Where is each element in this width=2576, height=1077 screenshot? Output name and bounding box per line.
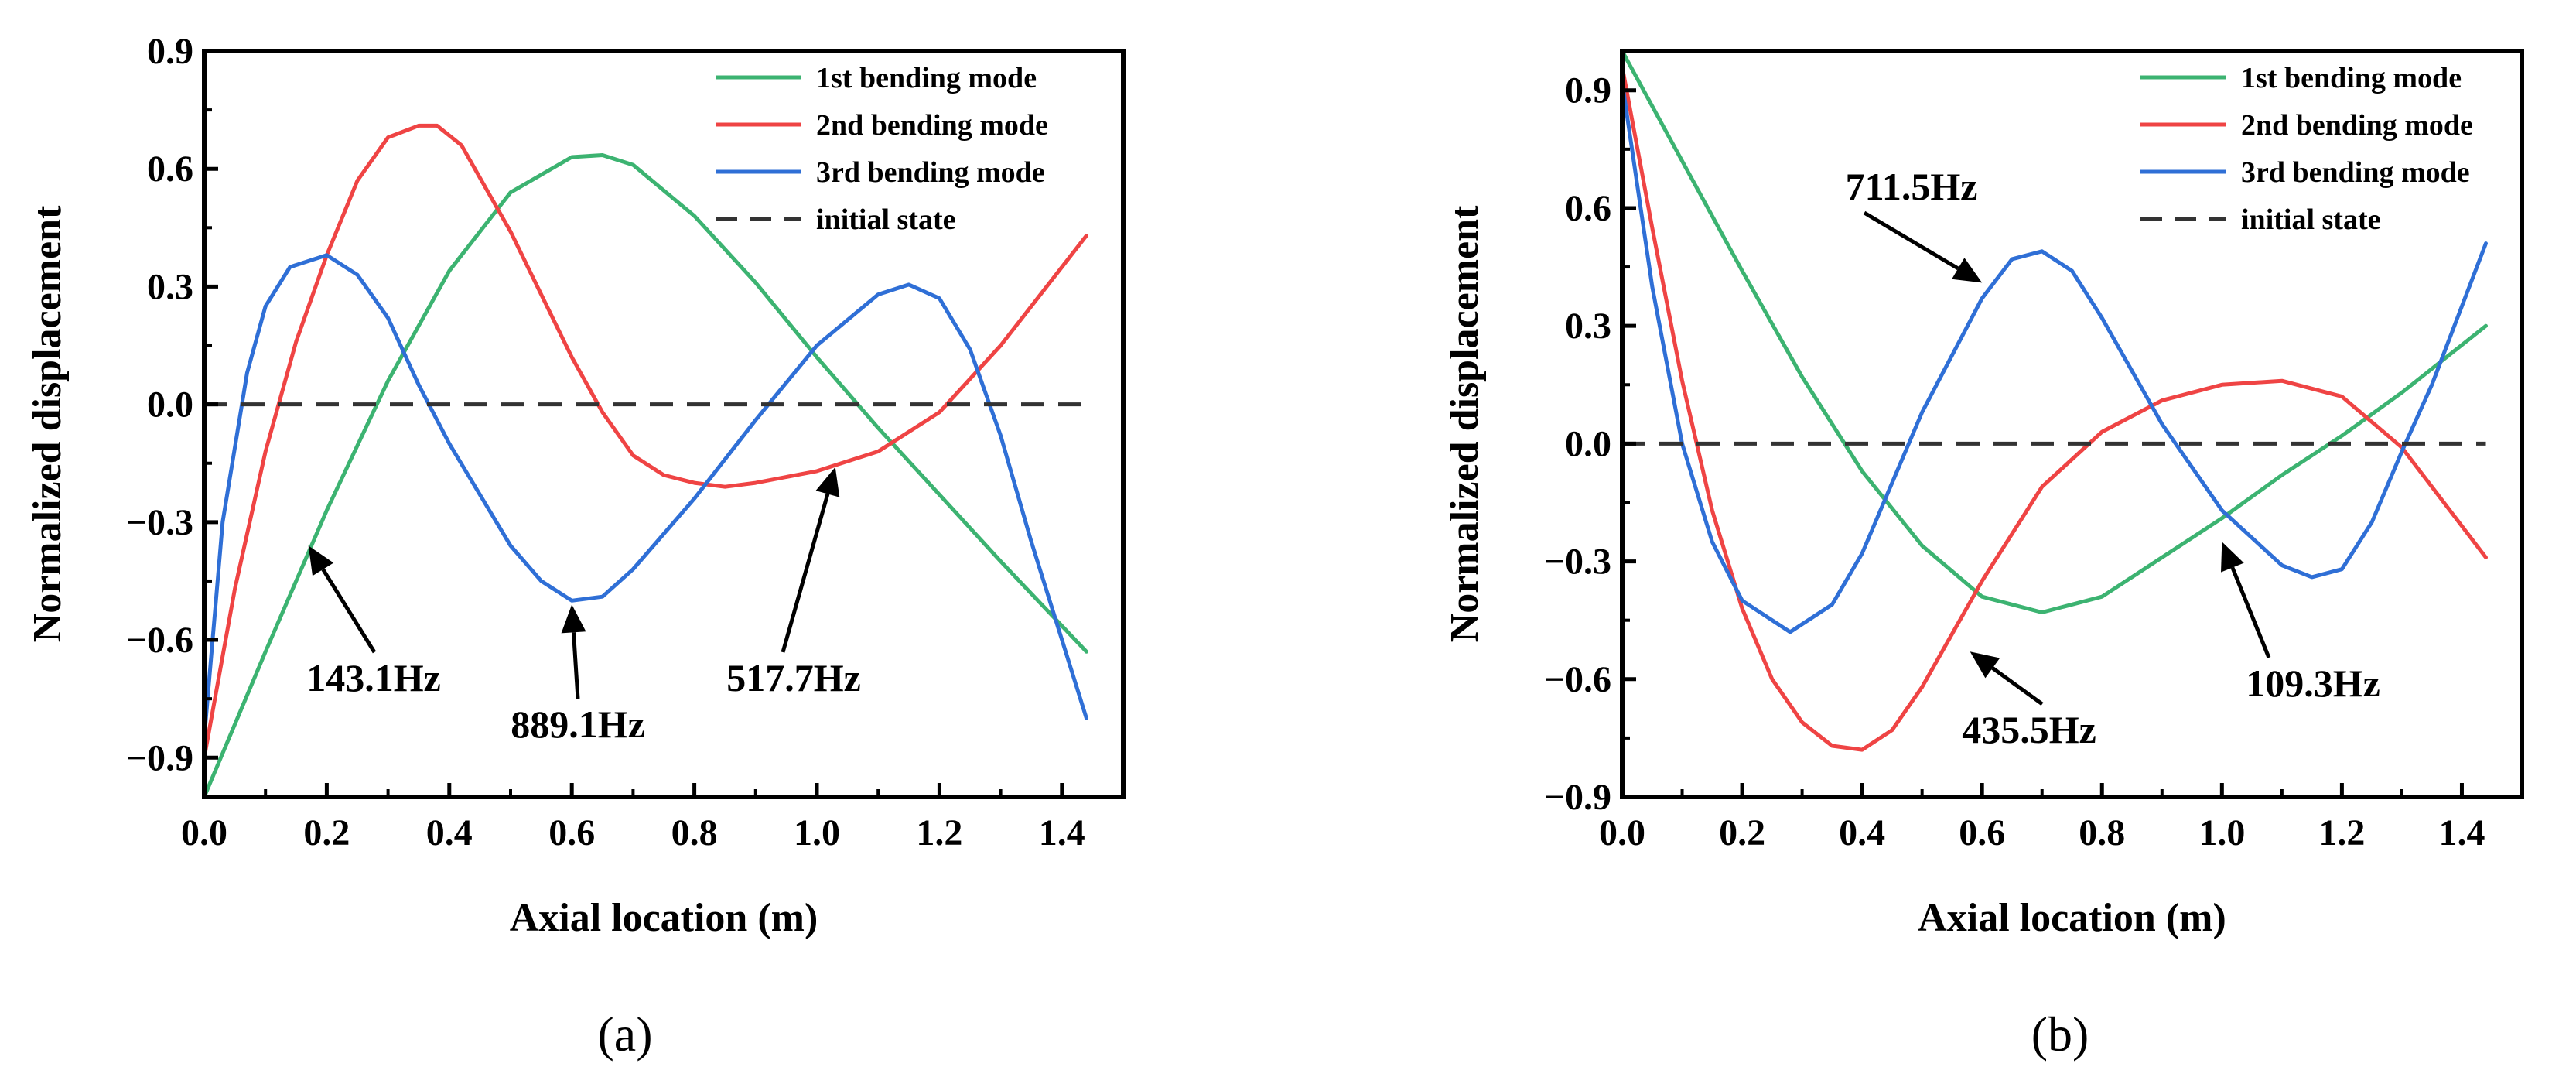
y-tick-label: 0.9: [1565, 70, 1611, 111]
x-tick-label: 1.2: [916, 812, 962, 853]
annotation-arrow: [572, 632, 580, 699]
x-tick-label: 0.4: [426, 812, 473, 853]
panel-label: (a): [597, 1007, 652, 1062]
x-tick-label: 0.2: [303, 812, 350, 853]
x-axis-label: Axial location (m): [510, 896, 818, 940]
annotation-arrow: [2230, 566, 2271, 658]
y-tick-label: 0.0: [1565, 423, 1611, 464]
series-line-3rd-bending-mode: [204, 253, 1088, 740]
annotation-label: 517.7Hz: [726, 656, 861, 699]
legend-entry-label: 2nd bending mode: [2241, 109, 2473, 142]
chart-panel-a: 0.0 0.2 0.4 0.6 0.8 1.0 1.2 1.4 −0.9 −0.6 −0.3 0.0 0…: [26, 31, 1126, 1062]
x-tick-label: 0.6: [1959, 812, 2005, 853]
annotation-label: 711.5Hz: [1846, 165, 1978, 208]
annotation-arrowhead: [2221, 542, 2244, 573]
x-tick-label: 0.8: [671, 812, 718, 853]
annotation-arrow: [1991, 666, 2044, 706]
chart-panel-b: 0.0 0.2 0.4 0.6 0.8 1.0 1.2 1.4 −0.9 −0.6 −0.3 0.0 0…: [1443, 49, 2524, 1062]
x-tick-label: 1.4: [2438, 812, 2485, 853]
y-tick-label: 0.0: [147, 385, 193, 426]
x-tick-label: 0.0: [181, 812, 227, 853]
y-tick-label: 0.9: [147, 31, 193, 72]
legend-entry-label: 1st bending mode: [816, 62, 1037, 94]
legend-entry-label: initial state: [816, 203, 955, 236]
y-axis-label: Normalized displacement: [1443, 205, 1487, 642]
y-axis-label: Normalized displacement: [26, 205, 70, 642]
legend-entry-label: initial state: [2241, 203, 2380, 236]
panel-label: (b): [2031, 1007, 2089, 1062]
annotation-arrow: [1863, 210, 1959, 271]
x-tick-label: 0.8: [2079, 812, 2125, 853]
x-axis-label: Axial location (m): [1918, 896, 2226, 940]
annotation-arrowhead: [308, 545, 334, 576]
y-tick-label: −0.3: [1544, 542, 1611, 583]
annotation-arrowhead: [815, 467, 840, 497]
y-tick-label: −0.9: [1544, 777, 1611, 818]
annotation-arrow: [781, 493, 830, 653]
series-line-1st-bending-mode: [204, 153, 1088, 797]
annotation-arrowhead: [561, 604, 586, 634]
x-tick-label: 0.0: [1599, 812, 1645, 853]
y-tick-label: 0.3: [147, 266, 193, 307]
annotation-arrow: [321, 568, 377, 654]
series-line-1st-bending-mode: [1622, 51, 2488, 614]
plot-frame: [1620, 49, 2524, 799]
y-tick-label: −0.9: [126, 737, 193, 778]
annotation-arrowhead: [1952, 258, 1983, 283]
legend: 1st bending mode 2nd bending mode 3rd bend…: [716, 62, 1048, 236]
y-tick-label: −0.6: [1544, 659, 1611, 700]
series-line-2nd-bending-mode: [1622, 64, 2488, 752]
annotation-label: 143.1Hz: [306, 656, 441, 699]
legend-entry-label: 1st bending mode: [2241, 62, 2462, 94]
plot-frame: [202, 49, 1126, 799]
y-tick-label: −0.3: [126, 502, 193, 543]
y-tick-label: 0.3: [1565, 306, 1611, 347]
x-tick-label: 1.2: [2318, 812, 2365, 853]
annotation-label: 435.5Hz: [1962, 708, 2096, 751]
annotation-arrowhead: [1970, 651, 2000, 679]
y-tick-label: −0.6: [126, 620, 193, 661]
series-line-3rd-bending-mode: [1622, 80, 2488, 634]
series-line-2nd-bending-mode: [204, 123, 1088, 760]
x-tick-label: 0.6: [548, 812, 595, 853]
x-tick-label: 0.4: [1839, 812, 1885, 853]
x-tick-label: 1.4: [1039, 812, 1085, 853]
y-tick-label: 0.6: [1565, 188, 1611, 229]
x-tick-label: 1.0: [2198, 812, 2245, 853]
annotation-label: 889.1Hz: [511, 703, 645, 746]
legend-entry-label: 2nd bending mode: [816, 109, 1048, 142]
legend-entry-label: 3rd bending mode: [816, 156, 1045, 189]
legend-entry-label: 3rd bending mode: [2241, 156, 2470, 189]
annotation-label: 109.3Hz: [2246, 662, 2380, 705]
x-tick-label: 0.2: [1719, 812, 1765, 853]
legend: 1st bending mode 2nd bending mode 3rd bend…: [2140, 62, 2473, 236]
x-tick-label: 1.0: [794, 812, 840, 853]
y-tick-label: 0.6: [147, 149, 193, 190]
